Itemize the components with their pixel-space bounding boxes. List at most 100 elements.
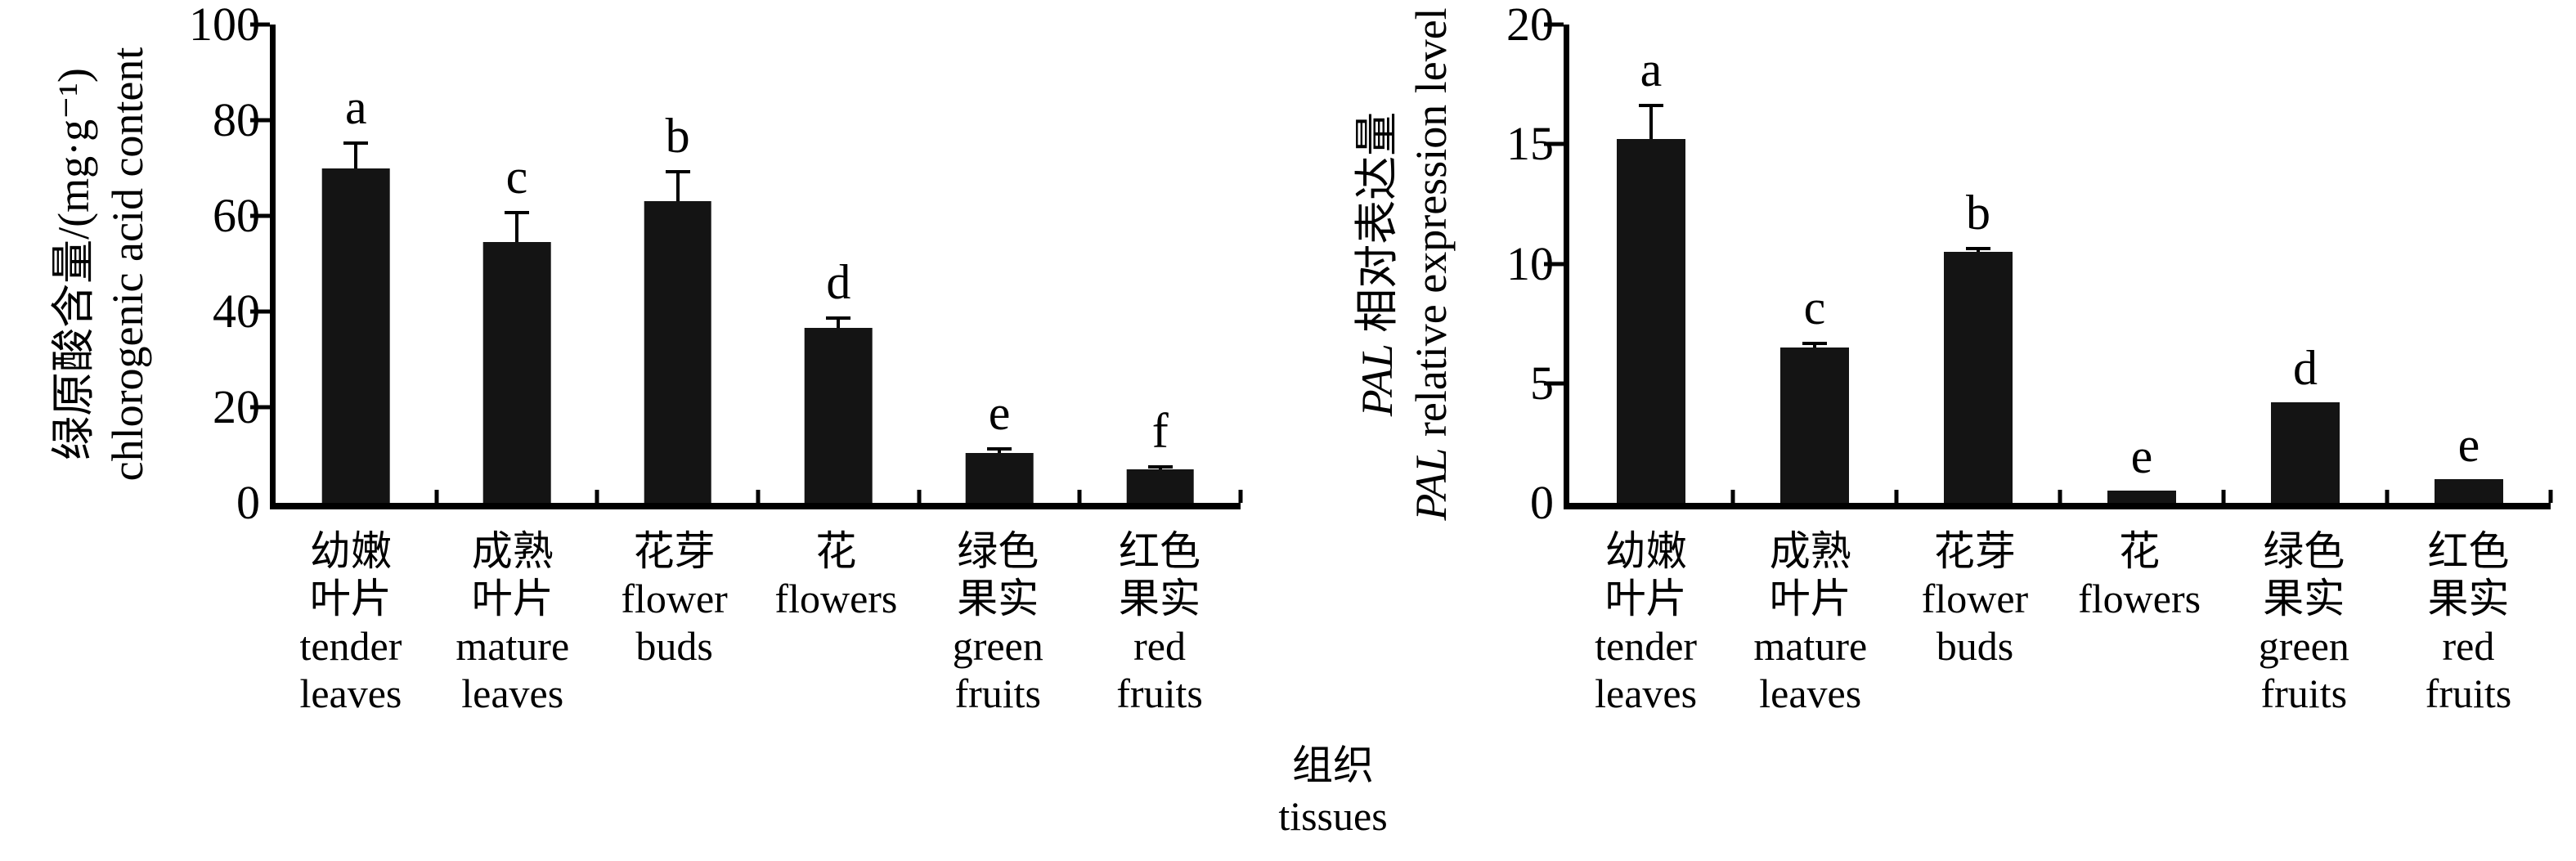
error-bar-cap bbox=[1966, 247, 1990, 251]
category-label-line: 果实 bbox=[957, 576, 1039, 621]
category-label-line: mature bbox=[1753, 623, 1868, 669]
ylabel-part: chlorogenic acid content bbox=[102, 47, 152, 481]
category-label-line: fruits bbox=[1116, 670, 1203, 716]
bar bbox=[482, 242, 551, 503]
significance-letter: a bbox=[1640, 42, 1663, 96]
bar bbox=[1780, 347, 1849, 503]
category-label: 幼嫩 叶片 tender leaves bbox=[1564, 527, 1728, 717]
category-label: 绿色 果实 green fruits bbox=[917, 527, 1079, 717]
category-label: 幼嫩 叶片 tender leaves bbox=[270, 527, 432, 717]
significance-letter: c bbox=[505, 150, 528, 204]
category-label-line: 花 bbox=[2119, 528, 2161, 574]
x-tick-mark bbox=[1238, 490, 1243, 503]
bar-slot: d bbox=[2224, 25, 2390, 503]
category-label-line: 叶片 bbox=[1769, 576, 1851, 621]
plot-area: a c b e d e bbox=[1544, 22, 2553, 509]
error-bar bbox=[354, 141, 358, 168]
bar bbox=[1944, 251, 2013, 503]
x-axis-title-cn: 组织 bbox=[1291, 742, 1374, 788]
y-axis-label-line: chlorogenic acid content bbox=[101, 47, 155, 481]
category-label: 成熟 叶片 mature leaves bbox=[1728, 527, 1892, 717]
error-bar-cap bbox=[505, 211, 529, 215]
significance-letter: d bbox=[826, 254, 851, 309]
chart-pal-expression: PAL 相对表达量 PAL relative expression level 0… bbox=[1322, 0, 2553, 717]
y-tick-mark bbox=[250, 118, 270, 123]
x-tick-mark bbox=[2058, 490, 2062, 503]
category-label-line: 幼嫩 bbox=[1604, 528, 1687, 574]
category-label-line: leaves bbox=[1759, 670, 1862, 716]
plot-area: a c b d e f bbox=[250, 22, 1243, 509]
error-bar-cap bbox=[665, 170, 690, 174]
category-label-line: 红色 bbox=[2427, 528, 2510, 574]
category-label-line: buds bbox=[1936, 623, 2014, 669]
x-tick-mark bbox=[2548, 490, 2553, 503]
category-label: 红色 果实 red fruits bbox=[2386, 527, 2551, 717]
y-axis-label: 绿原酸含量/(mg·g⁻¹) chlorogenic acid content bbox=[47, 47, 155, 481]
x-tick-mark bbox=[1077, 490, 1082, 503]
bar-slot: d bbox=[758, 25, 922, 503]
error-bar-cap bbox=[987, 446, 1012, 451]
category-label: 花芽 flower buds bbox=[1892, 527, 2057, 717]
significance-letter: e bbox=[2130, 429, 2153, 484]
y-tick-mark bbox=[250, 22, 270, 27]
category-label: 花 flowers bbox=[2058, 527, 2222, 717]
error-bar-cap bbox=[1147, 464, 1173, 469]
y-tick-mark bbox=[250, 405, 270, 410]
category-label-line: flowers bbox=[774, 576, 898, 621]
y-axis-label-block: 绿原酸含量/(mg·g⁻¹) chlorogenic acid content bbox=[25, 25, 176, 503]
category-label: 花 flowers bbox=[755, 527, 917, 717]
category-label-line: green bbox=[2258, 623, 2349, 669]
category-label-line: 花 bbox=[815, 528, 857, 574]
category-label-line: mature bbox=[456, 623, 570, 669]
bar bbox=[1126, 469, 1194, 503]
x-tick-mark bbox=[2385, 490, 2390, 503]
y-axis-label: PAL 相对表达量 PAL relative expression level bbox=[1350, 7, 1458, 520]
category-label-line: fruits bbox=[954, 670, 1041, 716]
significance-letter: e bbox=[988, 385, 1011, 440]
category-label-line: 叶片 bbox=[471, 576, 554, 621]
y-tick-mark bbox=[250, 309, 270, 314]
category-label-line: tender bbox=[299, 623, 402, 669]
bar bbox=[322, 168, 390, 503]
significance-letter: b bbox=[1966, 186, 1990, 240]
significance-letter: d bbox=[2293, 341, 2318, 396]
category-label-line: 成熟 bbox=[1769, 528, 1851, 574]
x-axis-title: 组织 tissues bbox=[1278, 740, 1387, 841]
x-tick-mark bbox=[1730, 490, 1735, 503]
category-label-line: flower bbox=[1921, 576, 2029, 621]
x-tick-mark bbox=[1894, 490, 1899, 503]
category-label-line: leaves bbox=[1595, 670, 1698, 716]
category-label-line: 果实 bbox=[2427, 576, 2510, 621]
category-label-line: 果实 bbox=[1119, 576, 1201, 621]
category-label-line: 红色 bbox=[1119, 528, 1201, 574]
y-axis-label-line: PAL 相对表达量 bbox=[1350, 7, 1404, 520]
ylabel-part: 绿原酸含量/(mg·g⁻¹) bbox=[48, 67, 98, 460]
category-label-line: fruits bbox=[2425, 670, 2512, 716]
bar-slot: a bbox=[1569, 25, 1735, 503]
category-label-line: red bbox=[1133, 623, 1186, 669]
bar-slot: f bbox=[1079, 25, 1243, 503]
y-tick-label: 0 bbox=[1530, 476, 1554, 529]
y-tick-label: 0 bbox=[236, 476, 260, 529]
category-label: 红色 果实 red fruits bbox=[1079, 527, 1241, 717]
y-tick-mark bbox=[1544, 262, 1564, 266]
x-tick-mark bbox=[756, 490, 761, 503]
y-tick-mark bbox=[1544, 141, 1564, 146]
category-label-line: buds bbox=[635, 623, 713, 669]
category-label-line: 果实 bbox=[2263, 576, 2345, 621]
error-bar bbox=[515, 211, 518, 243]
error-bar-cap bbox=[343, 141, 369, 146]
category-label-line: 绿色 bbox=[2263, 528, 2345, 574]
bar bbox=[2271, 402, 2340, 503]
chart-chlorogenic-acid: 绿原酸含量/(mg·g⁻¹) chlorogenic acid content 0… bbox=[25, 0, 1243, 717]
bar bbox=[805, 328, 873, 503]
category-label-line: 花芽 bbox=[1933, 528, 2016, 574]
y-tick-mark bbox=[250, 213, 270, 218]
category-label-line: 花芽 bbox=[633, 528, 716, 574]
significance-letter: b bbox=[665, 109, 690, 164]
category-label-line: 叶片 bbox=[309, 576, 392, 621]
category-label-line: 幼嫩 bbox=[309, 528, 392, 574]
